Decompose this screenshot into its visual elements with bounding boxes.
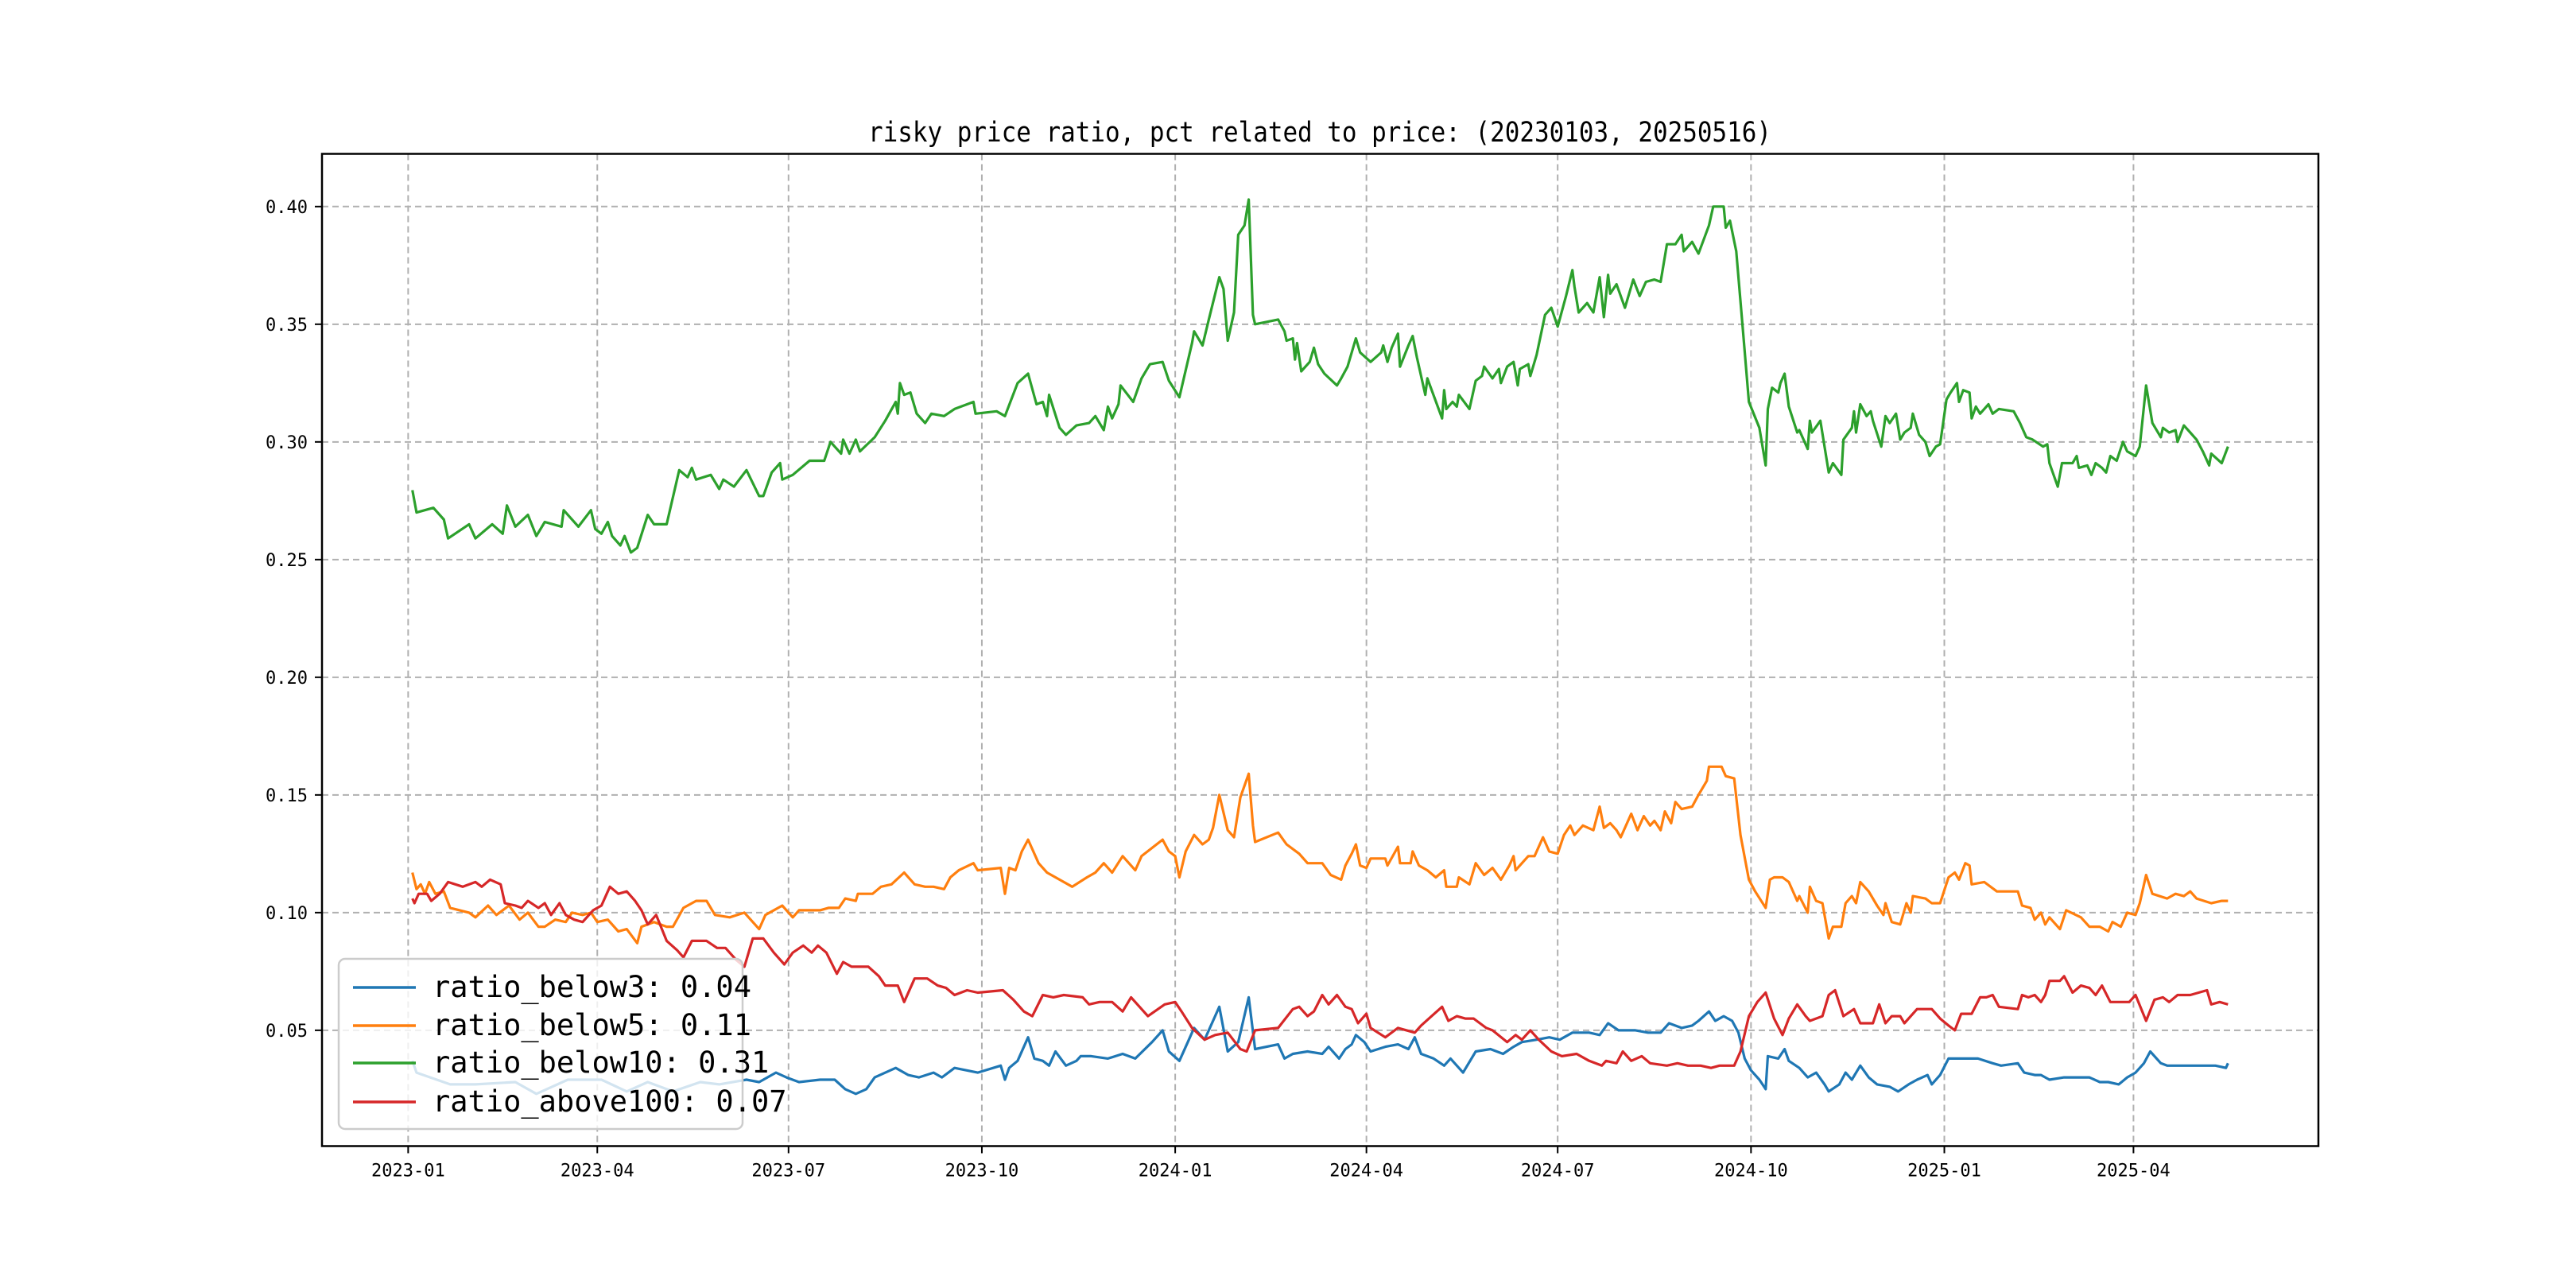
- legend: ratio_below3: 0.04 ratio_below5: 0.11 ra…: [337, 957, 787, 1131]
- series-line-ratio-below5: [411, 765, 2229, 945]
- gridlines: [322, 153, 2318, 1146]
- x-tick-label: 2025-01: [1907, 1162, 1981, 1181]
- series-line-ratio-below10: [411, 198, 2229, 554]
- legend-box: [337, 957, 744, 1131]
- y-tick-label: 0.20: [266, 669, 308, 689]
- y-tick-label: 0.30: [266, 433, 308, 453]
- x-tick-label: 2025-04: [2097, 1162, 2171, 1181]
- series-line-ratio-above100: [411, 878, 2229, 1069]
- legend-label: ratio_below5: 0.11: [433, 1008, 751, 1043]
- axes-frame: [320, 153, 2320, 1147]
- x-tick-label: 2024-10: [1714, 1162, 1788, 1181]
- y-tick-label: 0.15: [266, 786, 308, 806]
- series-line-ratio-below3: [411, 995, 2229, 1096]
- legend-item-ratio-above100: ratio_above100: 0.07: [353, 1084, 787, 1119]
- x-tick-label: 2024-01: [1139, 1162, 1212, 1181]
- series-lines: [411, 198, 2229, 1096]
- chart-title: risky price ratio, pct related to price:…: [868, 117, 1771, 149]
- x-tick-label: 2023-10: [945, 1162, 1019, 1181]
- y-tick-label: 0.40: [266, 198, 308, 218]
- x-tick-label: 2024-07: [1521, 1162, 1595, 1181]
- y-tick-label: 0.05: [266, 1022, 308, 1042]
- x-tick-label: 2024-04: [1329, 1162, 1403, 1181]
- x-tick-label: 2023-04: [561, 1162, 634, 1181]
- y-tick-label: 0.35: [266, 316, 308, 336]
- legend-item-ratio-below3: ratio_below3: 0.04: [353, 970, 751, 1005]
- legend-label: ratio_below3: 0.04: [433, 970, 751, 1005]
- x-tick-label: 2023-01: [371, 1162, 445, 1181]
- legend-item-ratio-below5: ratio_below5: 0.11: [353, 1008, 751, 1043]
- y-tick-label: 0.10: [266, 904, 308, 924]
- x-tick-label: 2023-07: [751, 1162, 825, 1181]
- legend-label: ratio_above100: 0.07: [433, 1084, 787, 1119]
- legend-item-ratio-below10: ratio_below10: 0.31: [353, 1046, 769, 1080]
- y-tick-label: 0.25: [266, 551, 308, 571]
- axis-ticks: 2023-01 2023-04 2023-07 2023-10 2024-01 2024-…: [266, 198, 2171, 1181]
- legend-label: ratio_below10: 0.31: [433, 1046, 769, 1080]
